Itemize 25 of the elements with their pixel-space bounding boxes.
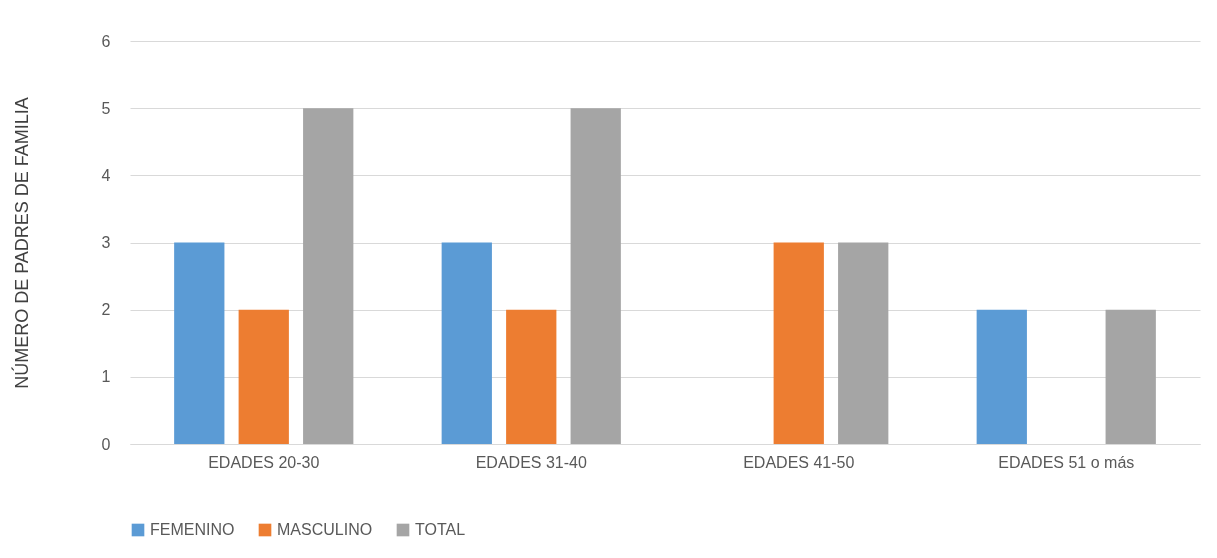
bar [303, 108, 354, 444]
y-tick-label: 3 [101, 234, 111, 251]
y-tick-label: 4 [101, 166, 111, 184]
y-tick-label: 6 [101, 32, 111, 50]
x-tick-label: EDADES 20-30 [208, 453, 320, 471]
x-tick-label: EDADES 31-40 [475, 453, 587, 471]
bar [174, 242, 225, 444]
legend-label: FEMENINO [150, 521, 235, 538]
y-tick-label: 5 [101, 99, 111, 117]
y-tick-label: 1 [101, 368, 111, 386]
y-tick-label: 0 [101, 435, 111, 453]
legend-label: TOTAL [415, 521, 466, 538]
bar [1105, 309, 1156, 444]
bar [238, 309, 289, 444]
bar [506, 309, 557, 444]
y-tick-label: 2 [101, 301, 111, 319]
bar [441, 242, 492, 444]
x-tick-label: EDADES 41-50 [743, 453, 855, 471]
bar [570, 108, 621, 444]
bar [976, 309, 1027, 444]
y-axis-title: NÚMERO DE PADRES DE FAMILIA [10, 97, 32, 389]
legend-label: MASCULINO [277, 521, 373, 538]
bar [773, 242, 824, 444]
x-tick-label: EDADES 51 o más [998, 453, 1135, 471]
bar [838, 242, 889, 444]
